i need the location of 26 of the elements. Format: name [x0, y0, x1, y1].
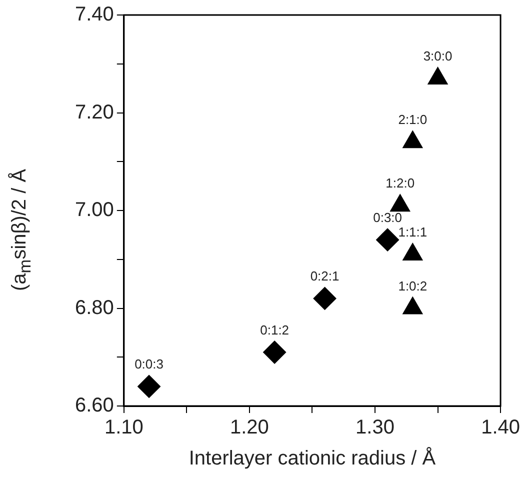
y-tick-label: 7.00 [74, 199, 114, 222]
point [390, 194, 410, 212]
x-tick-label: 1.30 [356, 416, 394, 439]
annotation: 0:3:0 [373, 210, 402, 225]
x-tick-label: 1.20 [230, 416, 269, 439]
y-tick-label: 7.40 [74, 4, 114, 26]
point [313, 286, 336, 310]
x-axis-title: Interlayer cationic radius / Å [188, 446, 436, 470]
x-tick-label: 1.10 [104, 416, 144, 439]
point [428, 67, 448, 85]
point [263, 340, 286, 364]
annotation: 3:0:0 [423, 48, 452, 64]
y-tick-label: 6.80 [74, 296, 114, 319]
annotation: 1:1:1 [398, 224, 428, 240]
y-tick-label: 6.60 [74, 394, 114, 417]
annotation: 0:0:3 [134, 356, 164, 372]
annotation: 1:2:0 [386, 176, 415, 191]
annotation: 0:1:2 [260, 322, 290, 338]
y-tick-label: 7.20 [74, 101, 114, 124]
point [376, 228, 400, 252]
point [138, 374, 161, 398]
point [402, 130, 423, 148]
annotation: 0:2:1 [310, 268, 340, 284]
annotation: 2:1:0 [398, 112, 428, 128]
annotation: 1:0:2 [398, 278, 428, 294]
x-tick-label: 1.40 [481, 416, 520, 439]
